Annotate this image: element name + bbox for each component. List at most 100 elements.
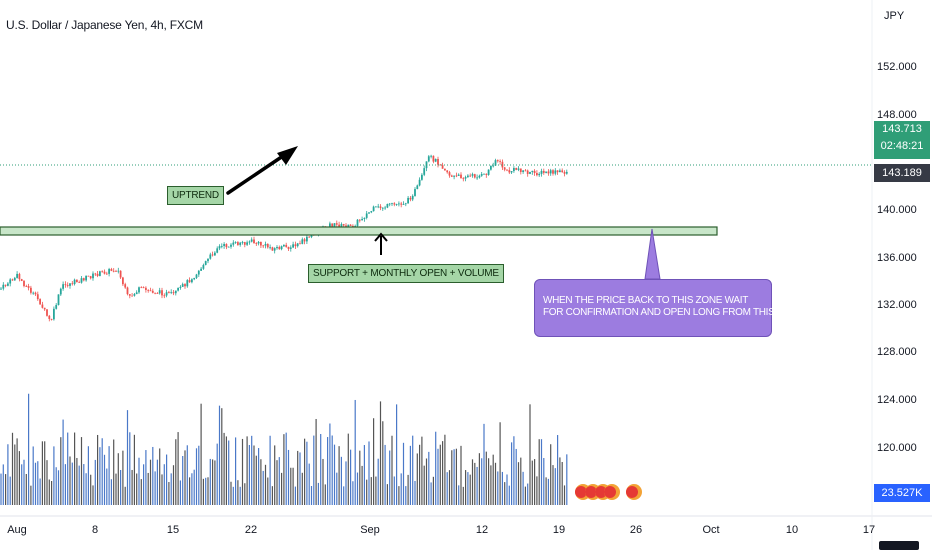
candle-body: [478, 175, 481, 178]
candle-body: [329, 223, 331, 228]
candle-body: [368, 212, 370, 214]
candle-body: [294, 244, 297, 247]
candle-body: [517, 168, 520, 170]
candle-body: [89, 276, 92, 279]
uptrend-label[interactable]: UPTREND: [167, 186, 224, 205]
candle-body: [138, 287, 140, 293]
candle-body: [427, 156, 430, 162]
candle-body: [103, 271, 106, 274]
candle-body: [16, 273, 18, 278]
candle-body: [237, 242, 239, 245]
callout-text-line1: WHEN THE PRICE BACK TO THIS ZONE WAIT: [543, 295, 749, 306]
candle-body: [168, 292, 170, 294]
candle-body: [381, 207, 384, 209]
candle-body: [467, 175, 469, 178]
candlesticks: [0, 154, 568, 322]
candle-body: [62, 284, 64, 289]
candle-body: [361, 218, 363, 221]
candle-body: [39, 299, 41, 305]
candle-body: [207, 258, 209, 262]
candle-body: [340, 224, 343, 228]
candle-body: [335, 223, 338, 225]
candle-body: [421, 174, 423, 180]
candle-body: [563, 172, 566, 174]
candle-body: [333, 223, 336, 227]
candle-body: [115, 270, 117, 272]
candle-body: [437, 158, 439, 165]
candle-body: [202, 264, 205, 269]
candle-body: [545, 171, 547, 173]
callout-note[interactable]: WHEN THE PRICE BACK TO THIS ZONE WAIT FO…: [534, 279, 804, 337]
candle-body: [547, 171, 550, 174]
price-tick: 140.000: [877, 204, 917, 216]
price-tick: 152.000: [877, 61, 917, 73]
candle-body: [473, 174, 476, 178]
candle-body: [501, 161, 504, 168]
candle-body: [214, 252, 216, 256]
candle-body: [66, 285, 69, 286]
candle-body: [377, 206, 380, 208]
current-price-value: 143.713: [882, 123, 922, 135]
candle-body: [135, 292, 138, 295]
candle-body: [216, 248, 219, 253]
candle-body: [55, 304, 58, 309]
candle-body: [536, 173, 538, 176]
candle-body: [248, 241, 251, 243]
candle-body: [391, 203, 393, 205]
candle-body: [496, 160, 499, 162]
callout-text-line2: FOR CONFIRMATION AND OPEN LONG FROM THIS…: [543, 307, 804, 318]
candle-body: [43, 307, 46, 310]
candle-body: [193, 277, 196, 280]
candle-body: [269, 247, 271, 249]
candle-body: [243, 242, 246, 245]
candle-body: [117, 270, 120, 272]
candle-body: [188, 280, 191, 283]
callout-pointer: [644, 228, 661, 280]
price-tick: 136.000: [877, 252, 917, 264]
candle-body: [283, 244, 285, 247]
candle-body: [292, 244, 294, 248]
candle-body: [409, 197, 412, 200]
support-arrow: [374, 232, 388, 255]
candle-body: [234, 242, 237, 243]
candle-body: [200, 268, 202, 271]
price-tick: 132.000: [877, 299, 917, 311]
candle-body: [480, 174, 483, 176]
candle-body: [492, 165, 495, 167]
candle-body: [170, 292, 173, 294]
candle-body: [126, 287, 129, 295]
candle-body: [30, 287, 32, 293]
candle-body: [197, 270, 200, 275]
candle-body: [80, 278, 83, 283]
candle-body: [250, 239, 253, 242]
candle-body: [446, 170, 449, 173]
candle-body: [264, 243, 267, 246]
price-tick: 148.000: [877, 109, 917, 121]
support-label[interactable]: SUPPORT + MONTHLY OPEN + VOLUME: [308, 264, 504, 283]
candle-body: [94, 273, 97, 275]
candle-body: [87, 275, 90, 277]
candle-body: [301, 239, 304, 244]
candle-body: [4, 284, 7, 286]
candle-body: [241, 242, 244, 243]
time-tick: 10: [785, 524, 799, 536]
price-tick: 120.000: [877, 442, 917, 454]
candle-body: [448, 172, 451, 176]
candle-body: [554, 170, 557, 174]
candle-body: [271, 247, 274, 251]
candle-body: [257, 241, 260, 244]
uptrend-arrow: [226, 146, 298, 195]
candle-body: [181, 284, 184, 287]
currency-label: JPY: [884, 10, 905, 22]
candle-body: [349, 224, 352, 226]
candle-body: [338, 224, 340, 228]
candle-body: [411, 195, 414, 200]
candle-body: [195, 274, 198, 278]
candle-body: [289, 247, 292, 249]
candle-body: [184, 284, 186, 287]
candle-body: [85, 275, 87, 281]
candle-body: [441, 165, 444, 169]
candle-body: [73, 279, 76, 285]
candle-body: [407, 197, 409, 204]
tradingview-logo[interactable]: [879, 541, 919, 550]
